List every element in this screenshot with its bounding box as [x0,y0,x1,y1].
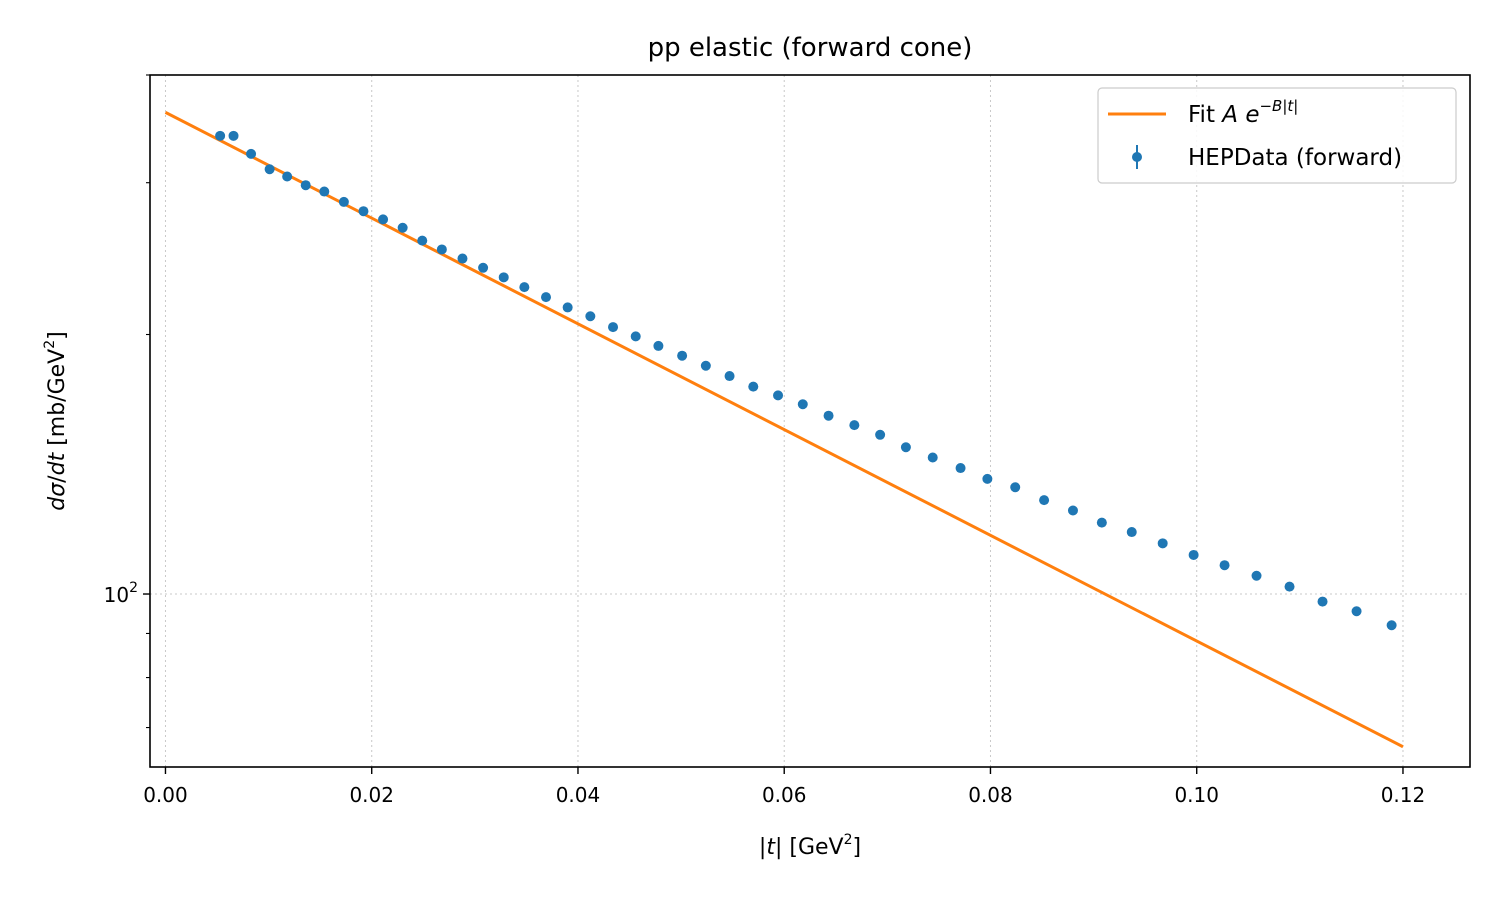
data-point [338,196,349,207]
data-point [585,311,596,322]
data-point [1219,560,1230,571]
x-tick-label: 0.06 [762,783,807,807]
data-point [724,371,735,382]
data-point [982,473,993,484]
data-point [630,331,641,342]
data-point [378,214,389,225]
data-point [1386,620,1397,631]
data-point [677,350,688,361]
data-point [397,222,408,233]
data-point [1010,482,1021,493]
y-axis: 102 [104,74,150,729]
x-tick-label: 0.08 [968,783,1013,807]
legend-fit-label: Fit A e−B|t| [1188,97,1298,128]
data-point [900,442,911,453]
data-point [875,429,886,440]
y-axis-label: dσ/dt [mb/GeV2] [42,331,70,510]
data-point [1251,570,1262,581]
data-point [457,253,468,264]
data-point [417,235,428,246]
x-tick-label: 0.10 [1174,783,1219,807]
data-point [1096,517,1107,528]
x-tick-label: 0.00 [143,783,188,807]
data-point [246,148,257,159]
data-point [849,420,860,431]
data-point [478,262,489,273]
legend-data-label: HEPData (forward) [1188,145,1402,171]
x-tick-label: 0.02 [349,783,394,807]
legend: Fit A e−B|t| HEPData (forward) [1097,87,1457,184]
legend-box [1097,87,1457,184]
plot-frame [149,74,1471,768]
data-point [1284,581,1295,592]
data-point [608,322,619,333]
data-point [773,390,784,401]
data-point [748,381,759,392]
data-point [955,463,966,474]
data-point [1067,505,1078,516]
chart-title: pp elastic (forward cone) [648,33,973,63]
data-point [653,340,664,351]
x-tick-label: 0.04 [556,783,601,807]
data-point [541,292,551,303]
data-point [300,180,311,191]
data-point [358,206,369,217]
data-point [823,410,834,421]
grid-layer [150,75,1470,767]
x-axis-label: |t| [GeV2] [759,832,861,860]
y-tick-label: 102 [104,580,138,607]
data-point [319,186,330,197]
data-point [519,282,530,293]
data-point [264,164,275,175]
data-point [498,272,509,283]
data-point [215,130,226,141]
data-layer [164,111,1404,749]
data-point [700,360,711,371]
x-axis: 0.00 0.02 0.04 0.06 0.08 0.10 0.12 [143,767,1425,807]
data-point [1317,596,1328,607]
data-point [1157,538,1168,549]
data-point [1039,495,1050,506]
data-point [282,171,293,182]
data-point [436,244,447,255]
data-point [927,452,938,463]
data-point [1351,606,1362,617]
fit-line [164,111,1404,749]
data-point [228,130,239,141]
data-point [562,302,573,313]
legend-data-marker [1132,152,1142,162]
x-tick-label: 0.12 [1381,783,1426,807]
data-point [797,399,808,410]
data-point [1126,527,1137,538]
data-point [1188,549,1199,560]
